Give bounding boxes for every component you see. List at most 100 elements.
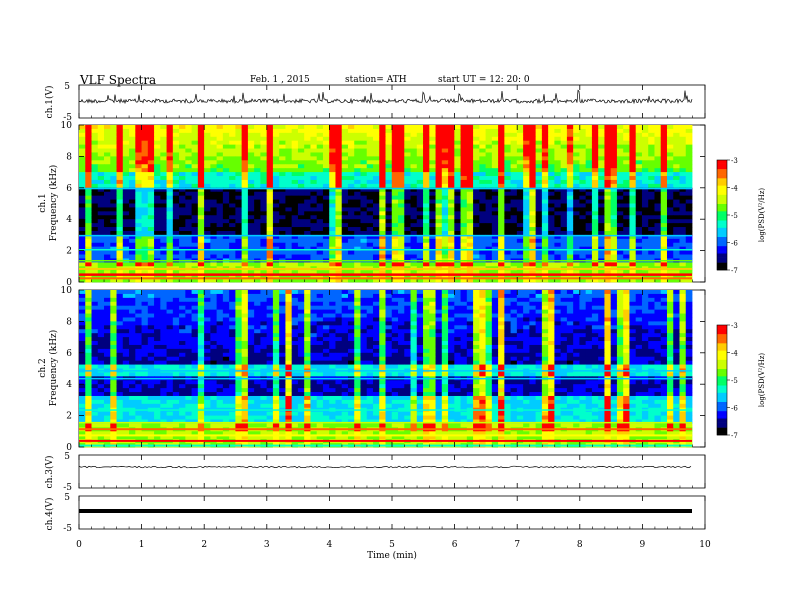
- spectrogram-cell: [191, 238, 199, 244]
- spectrogram-cell: [573, 140, 580, 146]
- spectrogram-cell: [229, 160, 236, 165]
- spectrogram-cell: [335, 152, 343, 157]
- spectrogram-cell: [197, 270, 205, 275]
- spectrogram-cell: [616, 317, 624, 322]
- spectrogram-cell: [491, 164, 499, 169]
- spectrogram-cell: [385, 270, 393, 275]
- spectrogram-cell: [448, 125, 455, 130]
- spectrogram-cell: [279, 164, 286, 169]
- spectrogram-cell: [216, 195, 224, 200]
- spectrogram-cell: [498, 148, 505, 153]
- spectrogram-cell: [104, 187, 111, 193]
- spectrogram-cell: [573, 156, 580, 161]
- spectrogram-cell: [491, 234, 499, 240]
- spectrogram-cell: [254, 230, 261, 236]
- spectrogram-cell: [423, 246, 430, 252]
- spectrogram-cell: [97, 242, 105, 248]
- spectrogram-cell: [129, 211, 136, 216]
- spectrogram-cell: [498, 207, 505, 212]
- spectrogram-cell: [122, 278, 130, 283]
- spectrogram-cell: [304, 207, 311, 212]
- spectrogram-cell: [254, 215, 261, 220]
- spectrogram-cell: [410, 278, 418, 283]
- spectrogram-cell: [423, 313, 430, 318]
- spectrogram-cell: [172, 246, 180, 252]
- spectrogram-cell: [610, 160, 618, 165]
- spectrogram-cell: [347, 234, 355, 240]
- spectrogram-cell: [616, 246, 624, 252]
- spectrogram-cell: [204, 183, 211, 189]
- spectrogram-cell: [516, 195, 524, 200]
- spectrogram-cell: [460, 219, 468, 224]
- spectrogram-cell: [335, 262, 343, 267]
- spectrogram-cell: [616, 309, 624, 314]
- spectrogram-cell: [598, 227, 605, 232]
- spectrogram-cell: [110, 227, 117, 232]
- spectrogram-cell: [460, 156, 468, 161]
- spectrogram-cell: [523, 250, 530, 255]
- spectrogram-cell: [566, 140, 574, 146]
- spectrogram-cell: [272, 317, 280, 322]
- spectrogram-cell: [310, 128, 318, 134]
- spectrogram-cell: [460, 168, 468, 173]
- spectrogram-cell: [247, 207, 255, 212]
- spectrogram-cell: [435, 270, 443, 275]
- spectrogram-cell: [85, 242, 92, 248]
- spectrogram-cell: [160, 234, 167, 240]
- spectrogram-cell: [554, 254, 562, 259]
- spectrogram-cell: [573, 128, 580, 134]
- spectrogram-cell: [216, 242, 224, 248]
- spectrogram-cell: [141, 250, 149, 255]
- spectrogram-cell: [372, 144, 380, 149]
- colorbar-segment: [717, 224, 727, 227]
- spectrogram-cell: [398, 321, 405, 326]
- spectrogram-cell: [623, 305, 630, 311]
- spectrogram-cell: [604, 293, 612, 299]
- spectrogram-cell: [97, 144, 105, 149]
- spectrogram-cell: [172, 250, 180, 255]
- spectrogram-cell: [104, 290, 111, 295]
- spectrogram-cell: [241, 254, 249, 259]
- spectrogram-cell: [510, 211, 518, 216]
- spectrogram-cell: [541, 234, 549, 240]
- spectrogram-cell: [491, 309, 499, 314]
- spectrogram-cell: [116, 156, 124, 161]
- spectrogram-cell: [454, 317, 461, 322]
- spectrogram-cell: [673, 297, 680, 303]
- spectrogram-cell: [648, 148, 655, 153]
- spectrogram-cell: [185, 321, 192, 326]
- spectrogram-cell: [616, 301, 624, 307]
- spectrogram-cell: [429, 156, 436, 161]
- spectrogram-cell: [391, 313, 399, 318]
- spectrogram-cell: [629, 187, 637, 193]
- spectrogram-cell: [354, 219, 361, 224]
- spectrogram-cell: [154, 164, 161, 169]
- spectrogram-cell: [229, 254, 236, 259]
- spectrogram-cell: [129, 203, 136, 208]
- spectrogram-cell: [591, 215, 599, 220]
- spectrogram-cell: [491, 313, 499, 318]
- spectrogram-cell: [466, 168, 474, 173]
- spectrogram-cell: [623, 168, 630, 173]
- spectrogram-cell: [679, 250, 687, 255]
- spectrogram-cell: [122, 160, 130, 165]
- spectrogram-cell: [266, 309, 274, 314]
- spectrogram-cell: [479, 187, 486, 193]
- spectrogram-cell: [185, 325, 192, 330]
- spectrogram-cell: [591, 136, 599, 142]
- spectrogram-cell: [535, 223, 543, 228]
- spectrogram-cell: [204, 313, 211, 318]
- spectrogram-cell: [585, 230, 593, 236]
- spectrogram-cell: [135, 203, 142, 208]
- spectrogram-cell: [91, 179, 99, 185]
- spectrogram-cell: [404, 246, 411, 252]
- spectrogram-cell: [172, 254, 180, 259]
- spectrogram-cell: [541, 278, 549, 283]
- spectrogram-cell: [541, 203, 549, 208]
- spectrogram-cell: [235, 140, 243, 146]
- spectrogram-cell: [116, 179, 124, 185]
- spectrogram-cell: [366, 207, 374, 212]
- spectrogram-cell: [604, 144, 612, 149]
- spectrogram-cell: [654, 140, 662, 146]
- spectrogram-cell: [666, 179, 674, 185]
